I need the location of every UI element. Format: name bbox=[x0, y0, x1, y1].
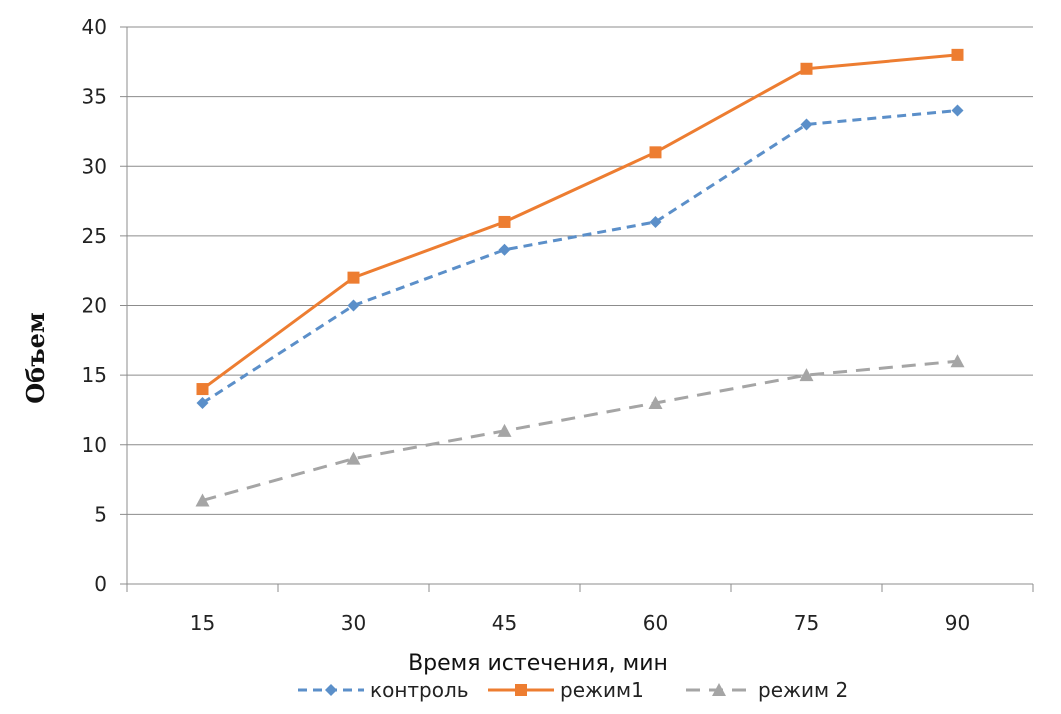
data-point bbox=[346, 451, 361, 465]
legend-marker bbox=[325, 684, 337, 696]
data-point bbox=[950, 354, 965, 368]
data-point bbox=[498, 243, 511, 256]
data-point bbox=[648, 395, 663, 409]
data-point bbox=[195, 493, 210, 507]
data-point bbox=[800, 118, 813, 131]
series-2 bbox=[196, 48, 964, 396]
x-tick-label: 60 bbox=[643, 611, 668, 635]
data-point bbox=[951, 104, 964, 117]
y-tick-label: 20 bbox=[82, 294, 107, 318]
data-point bbox=[196, 396, 209, 409]
y-tick-label: 40 bbox=[82, 15, 107, 39]
y-tick-label: 0 bbox=[94, 572, 107, 596]
data-point bbox=[649, 146, 662, 159]
x-tick-label: 30 bbox=[341, 611, 366, 635]
legend-marker bbox=[712, 683, 726, 696]
data-point bbox=[951, 48, 964, 61]
legend-item-3: режим 2 bbox=[686, 678, 848, 702]
data-point bbox=[800, 62, 813, 75]
series-3 bbox=[195, 354, 965, 507]
x-tick-label: 45 bbox=[492, 611, 517, 635]
series-layer bbox=[195, 48, 965, 507]
data-point bbox=[799, 368, 814, 382]
y-tick-label: 30 bbox=[82, 154, 107, 178]
series-line bbox=[201, 53, 958, 391]
x-tick-label: 90 bbox=[945, 611, 970, 635]
series-line bbox=[201, 109, 958, 405]
legend-label: режим 2 bbox=[758, 678, 848, 702]
legend-label: режим1 bbox=[560, 678, 644, 702]
y-axis-title: Объем bbox=[21, 312, 50, 404]
series-line bbox=[202, 359, 958, 502]
y-tick-label: 25 bbox=[82, 224, 107, 248]
y-axis-ticks: 0 5 10 15 20 25 30 35 40 bbox=[82, 15, 127, 596]
y-tick-label: 10 bbox=[82, 433, 107, 457]
legend-marker bbox=[515, 684, 527, 696]
legend-item-1: контроль bbox=[298, 678, 469, 702]
gridlines bbox=[127, 26, 1033, 515]
y-tick-label: 15 bbox=[82, 363, 107, 387]
legend: контроль режим1 режим 2 bbox=[298, 678, 848, 702]
data-point bbox=[196, 383, 209, 396]
data-point bbox=[347, 299, 360, 312]
series-1 bbox=[196, 104, 964, 409]
x-tick-label: 75 bbox=[794, 611, 819, 635]
legend-item-2: режим1 bbox=[488, 678, 644, 702]
x-axis: 15 30 45 60 75 90 bbox=[126, 27, 1034, 635]
y-tick-label: 35 bbox=[82, 85, 107, 109]
x-tick-label: 15 bbox=[190, 611, 215, 635]
data-point bbox=[347, 271, 360, 284]
y-tick-label: 5 bbox=[94, 502, 107, 526]
legend-label: контроль bbox=[370, 678, 469, 702]
data-point bbox=[497, 423, 512, 437]
x-axis-title: Время истечения, мин bbox=[408, 651, 668, 676]
data-point bbox=[498, 215, 511, 228]
data-point bbox=[649, 215, 662, 228]
